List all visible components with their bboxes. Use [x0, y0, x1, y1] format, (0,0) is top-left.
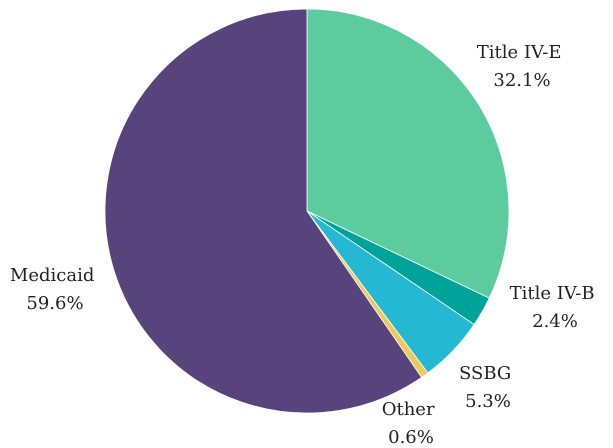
- pie-labels: Title IV-E 32.1% Title IV-B 2.4% SSBG 5.…: [10, 42, 601, 448]
- slice-label-title-iv-b: Title IV-B 2.4%: [510, 283, 601, 332]
- pie-slice-medicaid: [104, 8, 423, 414]
- slice-label-medicaid: Medicaid 59.6%: [10, 265, 100, 314]
- slice-label-title-iv-e: Title IV-E 32.1%: [477, 42, 568, 91]
- pie-slices: [104, 8, 510, 414]
- slice-label-other: Other 0.6%: [382, 399, 441, 448]
- pie-slice-title-iv-e: [306, 8, 510, 299]
- slice-label-ssbg: SSBG 5.3%: [459, 363, 517, 412]
